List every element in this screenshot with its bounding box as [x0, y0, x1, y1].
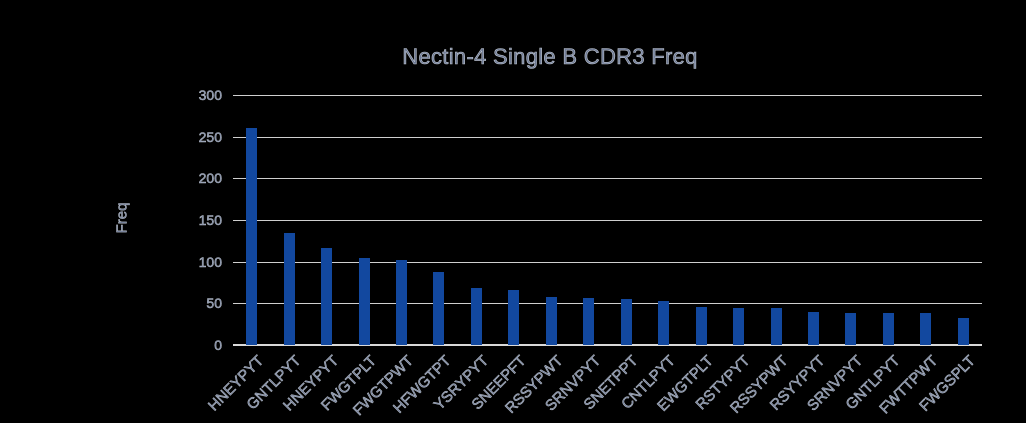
gridline	[233, 178, 982, 180]
chart-title: Nectin-4 Single B CDR3 Freq	[402, 44, 698, 70]
bar	[733, 308, 745, 345]
bar	[957, 317, 969, 345]
bar	[508, 290, 520, 345]
bar	[770, 308, 782, 345]
gridline	[233, 303, 982, 305]
bar	[246, 128, 258, 345]
y-tick-label: 0	[214, 337, 222, 354]
bar	[807, 311, 819, 345]
bar	[283, 232, 295, 345]
gridline	[233, 136, 982, 138]
bar	[920, 313, 932, 345]
y-tick-label: 250	[198, 128, 222, 145]
bar	[321, 248, 333, 345]
plot-area	[233, 95, 982, 346]
bar	[658, 300, 670, 345]
bar	[433, 271, 445, 345]
y-tick-label: 200	[198, 170, 222, 187]
gridline	[233, 95, 982, 96]
gridline	[233, 220, 982, 221]
bar	[620, 299, 632, 345]
bar	[470, 288, 482, 345]
x-axis-line	[233, 344, 982, 346]
bar	[695, 306, 707, 345]
y-tick-label: 300	[198, 87, 222, 104]
bar	[845, 313, 857, 345]
bar	[583, 298, 595, 345]
gridline	[233, 261, 982, 263]
bar	[545, 296, 557, 345]
bar	[396, 260, 408, 345]
bar	[358, 257, 370, 345]
y-tick-label: 50	[206, 295, 222, 312]
bar	[882, 313, 894, 345]
y-axis-title: Freq	[113, 202, 131, 234]
y-tick-label: 150	[198, 212, 222, 229]
y-tick-label: 100	[198, 253, 222, 270]
